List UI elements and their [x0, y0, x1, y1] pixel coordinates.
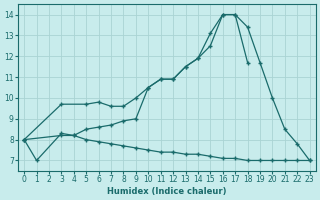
- X-axis label: Humidex (Indice chaleur): Humidex (Indice chaleur): [107, 187, 227, 196]
